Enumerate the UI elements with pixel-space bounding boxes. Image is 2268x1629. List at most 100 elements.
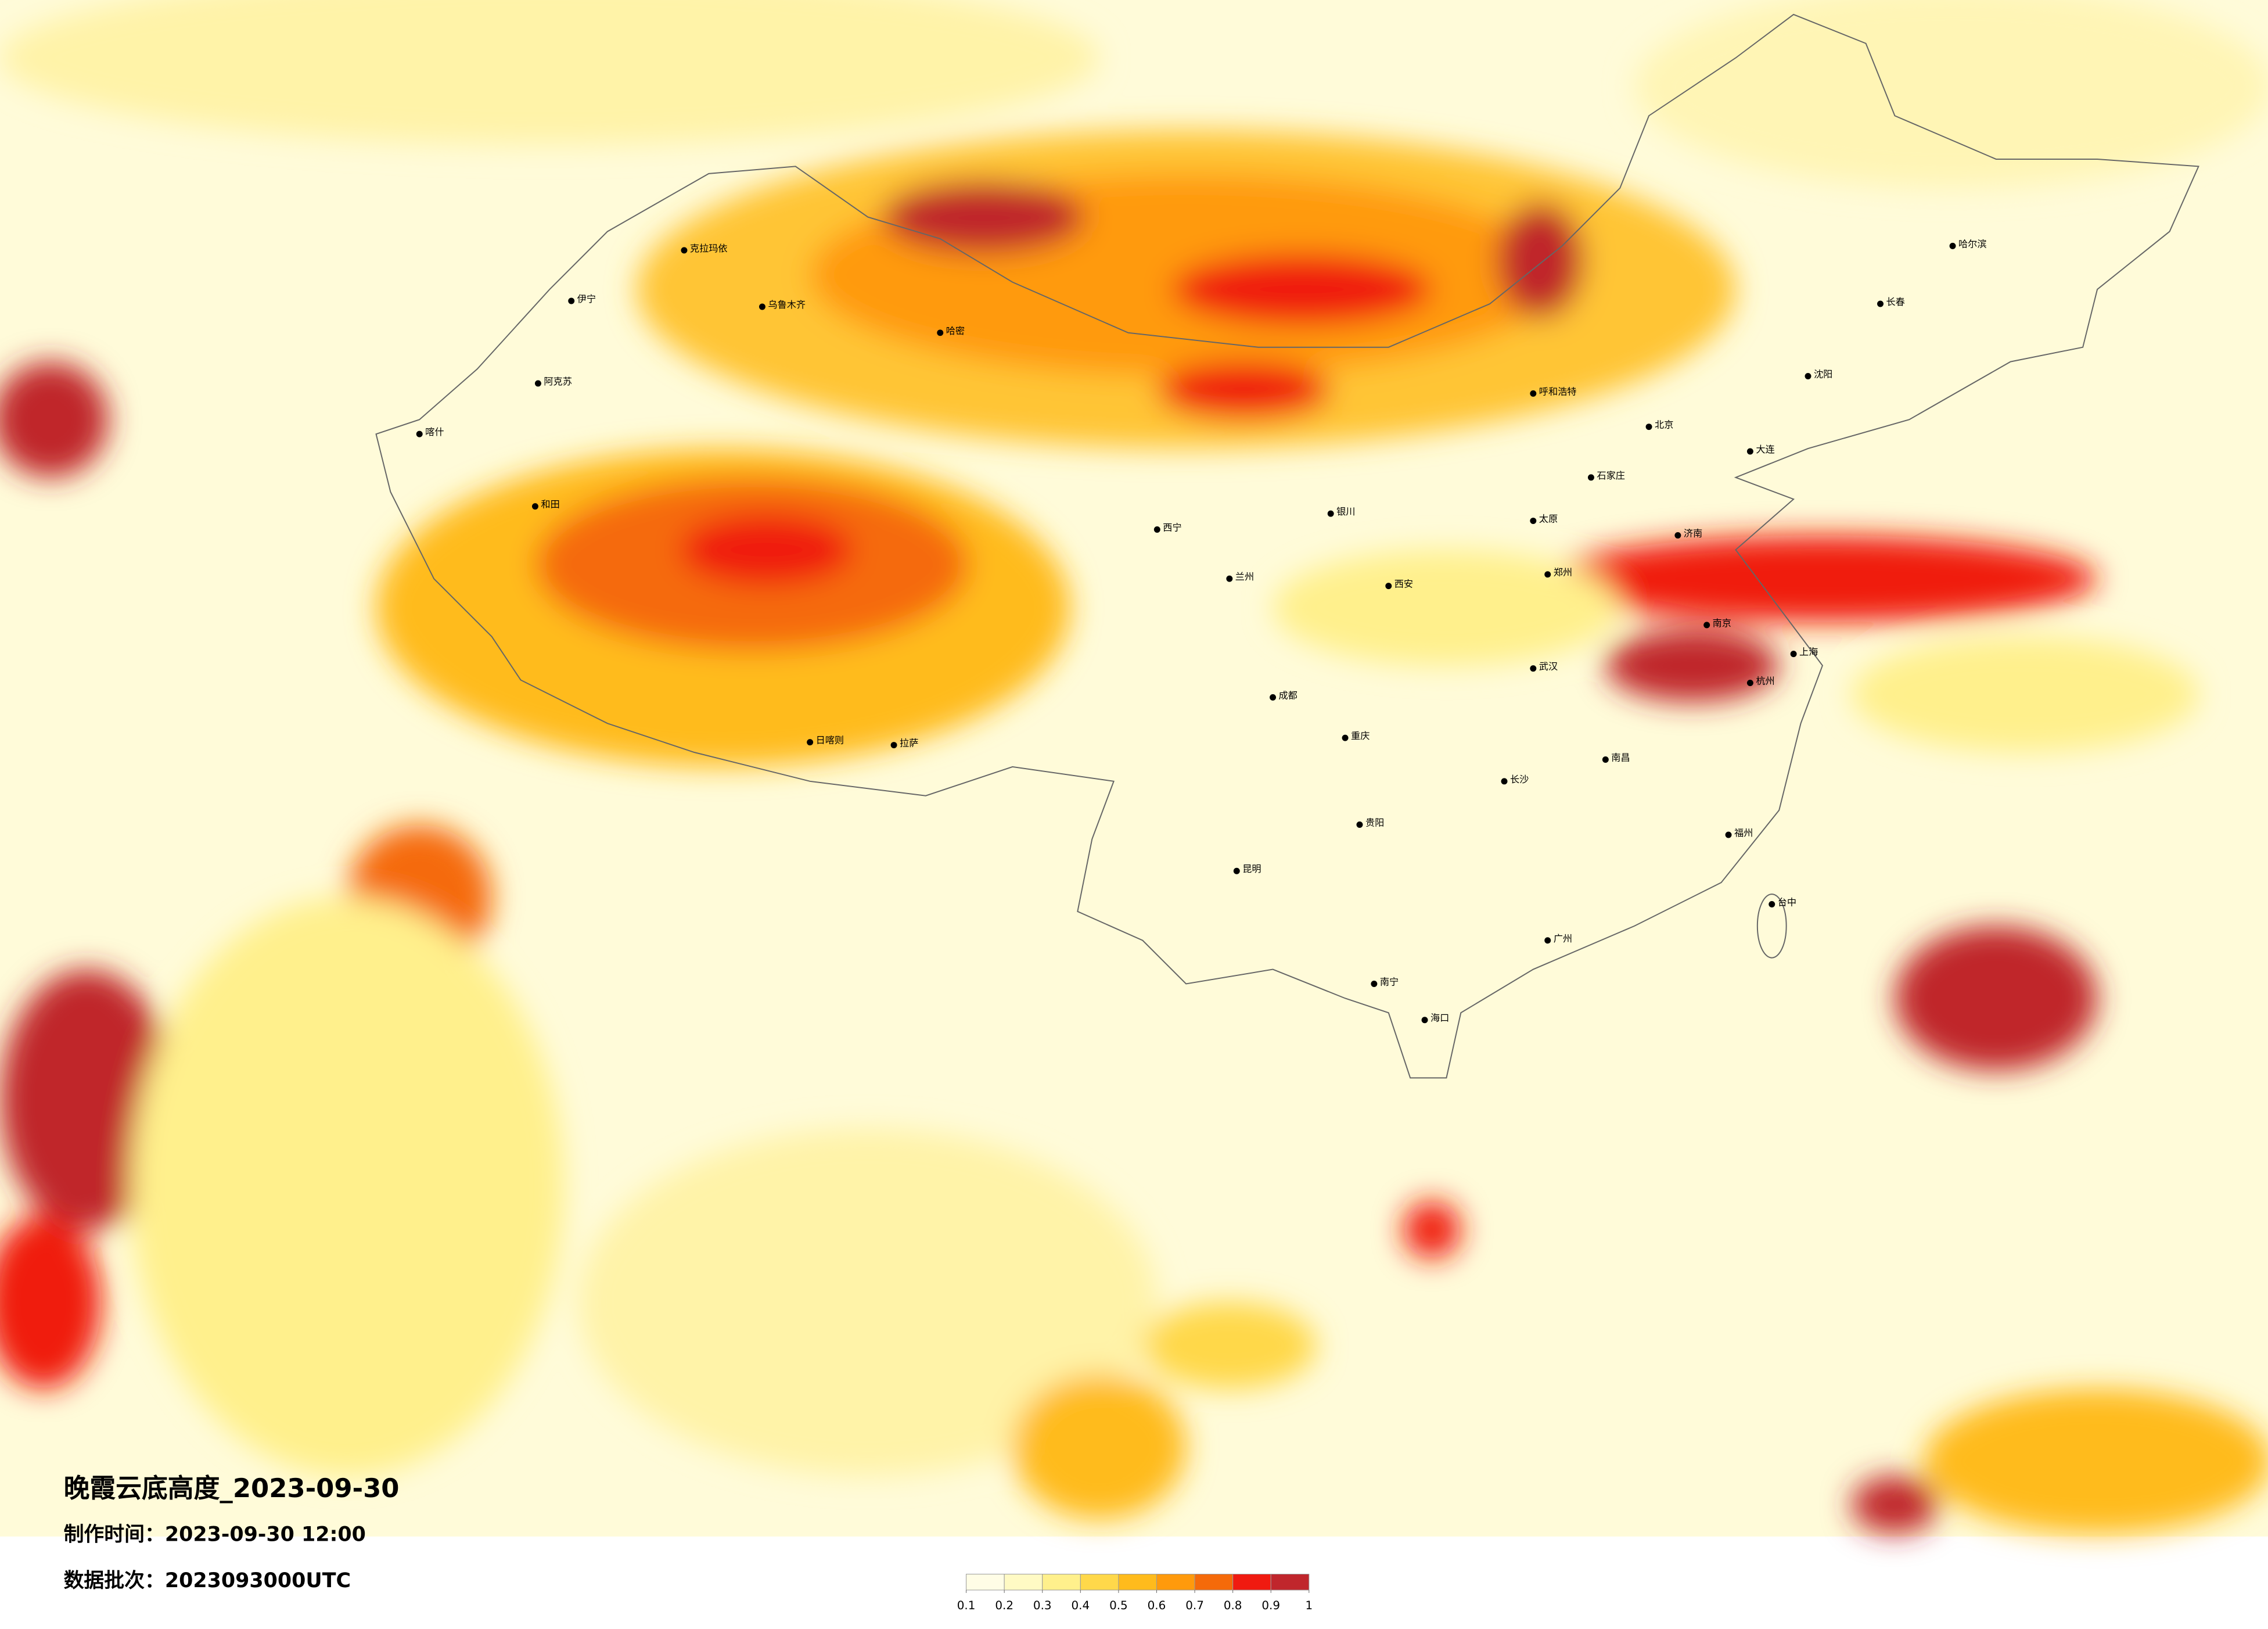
city: 银川 — [1327, 506, 1355, 517]
city: 福州 — [1725, 827, 1753, 838]
city-label: 阿克苏 — [544, 376, 572, 387]
city-label: 伊宁 — [577, 293, 596, 304]
city: 乌鲁木齐 — [759, 299, 806, 310]
made-time: 制作时间：2023-09-30 12:00 — [64, 1523, 366, 1546]
title: 晚霞云底高度_2023-09-30 — [64, 1473, 400, 1504]
city: 兰州 — [1226, 571, 1254, 582]
china-outline — [375, 13, 2199, 1079]
city: 上海 — [1790, 647, 1818, 658]
city: 长春 — [1877, 296, 1905, 307]
city-label: 长春 — [1886, 296, 1904, 307]
city: 阿克苏 — [534, 376, 572, 387]
city-label: 上海 — [1799, 647, 1818, 658]
city: 和田 — [531, 499, 560, 510]
city-label: 贵阳 — [1365, 817, 1384, 828]
city-label: 长沙 — [1510, 774, 1529, 785]
city-label: 银川 — [1336, 506, 1355, 517]
city: 成都 — [1270, 690, 1297, 701]
city-label: 日喀则 — [816, 735, 844, 746]
city-label: 西安 — [1394, 579, 1413, 590]
city-label: 石家庄 — [1597, 470, 1625, 481]
city: 石家庄 — [1587, 470, 1625, 481]
city: 拉萨 — [890, 738, 918, 749]
colorbar-segment — [1156, 1574, 1195, 1591]
city-label: 和田 — [541, 499, 559, 510]
colorbar-tick-label: 0.6 — [1148, 1599, 1166, 1612]
city: 郑州 — [1544, 567, 1572, 578]
city: 杭州 — [1746, 675, 1775, 686]
city-label: 克拉玛依 — [690, 243, 728, 254]
colorbar-segment — [966, 1574, 1005, 1591]
city-label: 哈尔滨 — [1958, 238, 1987, 249]
city-label: 大连 — [1756, 444, 1774, 455]
city: 哈密 — [937, 325, 965, 336]
city-label: 重庆 — [1351, 730, 1370, 741]
colorbar-segment — [1042, 1574, 1081, 1591]
city: 武汉 — [1530, 661, 1558, 672]
city: 昆明 — [1233, 863, 1261, 874]
city: 台中 — [1769, 897, 1796, 908]
city: 西宁 — [1153, 522, 1182, 533]
city-layer: 克拉玛依 伊宁 乌鲁木齐 阿克苏 喀什 哈密 和田 日喀则 拉萨 西宁 兰州 呼… — [416, 238, 1987, 1024]
city: 北京 — [1645, 419, 1673, 430]
city: 日喀则 — [807, 735, 844, 746]
city: 南京 — [1703, 618, 1731, 629]
city-label: 拉萨 — [900, 738, 918, 749]
colorbar-tick-label: 0.4 — [1071, 1599, 1090, 1612]
colorbar-tick-label: 1 — [1305, 1599, 1313, 1612]
city-label: 海口 — [1430, 1013, 1449, 1024]
city-label: 台中 — [1778, 897, 1796, 908]
city: 南宁 — [1371, 976, 1399, 987]
city-label: 南昌 — [1611, 752, 1630, 763]
colorbar-tick-label: 0.2 — [995, 1599, 1013, 1612]
colorbar-segment — [1232, 1574, 1271, 1591]
city: 西安 — [1385, 579, 1413, 590]
city: 贵阳 — [1356, 817, 1384, 828]
colorbar-tick-label: 0.8 — [1224, 1599, 1242, 1612]
city-label: 北京 — [1655, 419, 1673, 430]
city-label: 济南 — [1684, 528, 1702, 539]
city-label: 广州 — [1554, 933, 1572, 944]
city-label: 昆明 — [1242, 863, 1261, 874]
city: 哈尔滨 — [1949, 238, 1987, 249]
colorbar-segment — [1194, 1574, 1234, 1591]
city: 重庆 — [1342, 730, 1370, 741]
city: 大连 — [1746, 444, 1775, 455]
city: 沈阳 — [1805, 369, 1832, 380]
city: 济南 — [1674, 528, 1702, 539]
city: 呼和浩特 — [1530, 386, 1576, 397]
city-label: 呼和浩特 — [1539, 386, 1577, 397]
city: 喀什 — [416, 426, 444, 437]
colorbar-segment — [1118, 1574, 1157, 1591]
city-label: 杭州 — [1756, 675, 1774, 686]
colorbar: 0.1 0.2 0.3 0.4 0.5 0.6 0.7 0.8 0.9 1 — [957, 1574, 1313, 1612]
city-label: 哈密 — [946, 325, 965, 336]
city-label: 太原 — [1539, 514, 1558, 525]
city-label: 郑州 — [1554, 567, 1572, 578]
city-label: 南宁 — [1380, 976, 1399, 987]
cloud-field — [0, 0, 2268, 1534]
colorbar-tick-label: 0.3 — [1033, 1599, 1052, 1612]
city: 南昌 — [1602, 752, 1630, 763]
city-label: 南京 — [1713, 618, 1731, 629]
city-label: 兰州 — [1235, 571, 1254, 582]
city: 长沙 — [1501, 774, 1529, 785]
colorbar-segment — [1270, 1574, 1310, 1591]
city-label: 乌鲁木齐 — [768, 299, 806, 310]
city: 海口 — [1421, 1013, 1449, 1024]
colorbar-tick-label: 0.1 — [957, 1599, 976, 1612]
colorbar-tick-label: 0.5 — [1109, 1599, 1128, 1612]
city: 克拉玛依 — [681, 243, 728, 254]
city-label: 喀什 — [425, 426, 444, 437]
city: 广州 — [1544, 933, 1572, 944]
city: 太原 — [1530, 514, 1558, 525]
colorbar-segment — [1004, 1574, 1043, 1591]
city-label: 沈阳 — [1814, 369, 1832, 380]
colorbar-segment — [1080, 1574, 1119, 1591]
batch: 数据批次：2023093000UTC — [64, 1569, 351, 1592]
city-label: 西宁 — [1163, 522, 1181, 533]
colorbar-tick-label: 0.9 — [1261, 1599, 1280, 1612]
